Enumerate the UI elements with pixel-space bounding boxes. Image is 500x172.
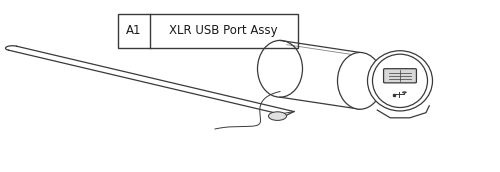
Ellipse shape [338,52,382,109]
Ellipse shape [368,51,432,111]
Text: A1: A1 [126,24,142,37]
Ellipse shape [258,40,302,97]
Ellipse shape [268,112,286,120]
FancyBboxPatch shape [384,69,416,83]
Text: XLR USB Port Assy: XLR USB Port Assy [170,24,278,37]
Ellipse shape [372,54,428,108]
